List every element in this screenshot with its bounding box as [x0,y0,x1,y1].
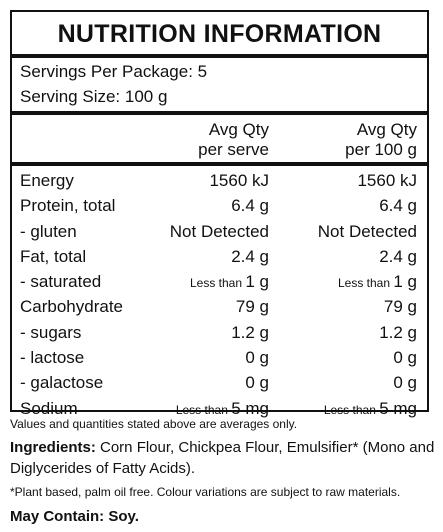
nutrient-label: - galactose [20,373,104,393]
per-100g-value: 2.4 g [379,246,417,266]
nutrient-label: Fat, total [20,246,87,266]
per-100g-value: Not Detected [317,221,417,241]
nutrient-label: - saturated [20,272,102,292]
nutrient-row: Carbohydrate 79 g 79 g [12,294,427,319]
per-serve-value: Less than 1 g [189,272,269,292]
per-100g-value: 0 g [393,348,417,368]
rule-under-title [12,54,427,58]
averages-note: Values and quantities stated above are a… [10,417,298,431]
may-contain: May Contain: Soy. [10,508,139,525]
per-serve-value: 0 g [245,373,269,393]
nutrient-row: - lactose 0 g 0 g [12,345,427,370]
nutrient-row: Protein, total 6.4 g 6.4 g [12,193,427,218]
ingredients-label: Ingredients: [10,439,96,456]
nutrient-row: - saturated Less than 1 g Less than 1 g [12,269,427,294]
per-100g-value: Less than 1 g [337,272,417,292]
per-serve-value: Less than 5 mg [175,398,269,418]
nutrient-label: Carbohydrate [20,297,124,317]
per-100g-value: 1.2 g [379,322,417,342]
nutrient-row: Energy 1560 kJ 1560 kJ [12,168,427,193]
per-serve-value: 1.2 g [231,322,269,342]
header-per-serve: Avg Qty per serve [198,120,269,160]
nutrient-row: Fat, total 2.4 g 2.4 g [12,244,427,269]
serving-size: Serving Size: 100 g [20,87,168,106]
per-serve-value: 0 g [245,348,269,368]
per-serve-value: Not Detected [169,221,269,241]
header-per-serve-line1: Avg Qty [208,120,269,139]
nutrient-label: Protein, total [20,196,116,216]
nutrient-label: - gluten [20,221,77,241]
per-100g-value: 1560 kJ [357,171,417,190]
header-per-serve-line2: per serve [198,140,269,159]
per-serve-value: 79 g [235,297,269,317]
per-100g-value: 0 g [393,373,417,393]
per-100g-value: Less than 5 mg [323,398,417,418]
nutrient-label: Sodium [20,398,78,418]
panel-title: NUTRITION INFORMATION [57,20,382,48]
nutrient-row: - sugars 1.2 g 1.2 g [12,320,427,345]
header-per-100g-line2: per 100 g [345,140,417,159]
ingredients: Ingredients: Corn Flour, Chickpea Flour,… [10,437,435,479]
nutrient-row: Sodium Less than 5 mg Less than 5 mg [12,396,427,421]
nutrition-panel: NUTRITION INFORMATION Servings Per Packa… [10,10,429,418]
nutrient-label: Energy [20,171,74,190]
nutrient-row: - gluten Not Detected Not Detected [12,219,427,244]
per-100g-value: 6.4 g [379,196,417,216]
rule-under-headers [12,162,427,166]
servings-per-package: Servings Per Package: 5 [20,62,208,81]
per-100g-value: 79 g [383,297,417,317]
per-serve-value: 2.4 g [231,246,269,266]
header-per-100g: Avg Qty per 100 g [345,120,417,160]
nutrient-rows: Energy 1560 kJ 1560 kJ Protein, total 6.… [12,168,427,421]
per-serve-value: 6.4 g [231,196,269,216]
nutrient-label: - lactose [20,348,85,368]
nutrient-label: - sugars [20,322,82,342]
nutrient-row: - galactose 0 g 0 g [12,370,427,395]
ingredients-text: Corn Flour, Chickpea Flour, Emulsifier* … [10,439,435,477]
plant-based-note: *Plant based, palm oil free. Colour vari… [10,485,401,499]
rule-under-serving [12,111,427,115]
header-per-100g-line1: Avg Qty [356,120,417,139]
per-serve-value: 1560 kJ [209,171,269,190]
